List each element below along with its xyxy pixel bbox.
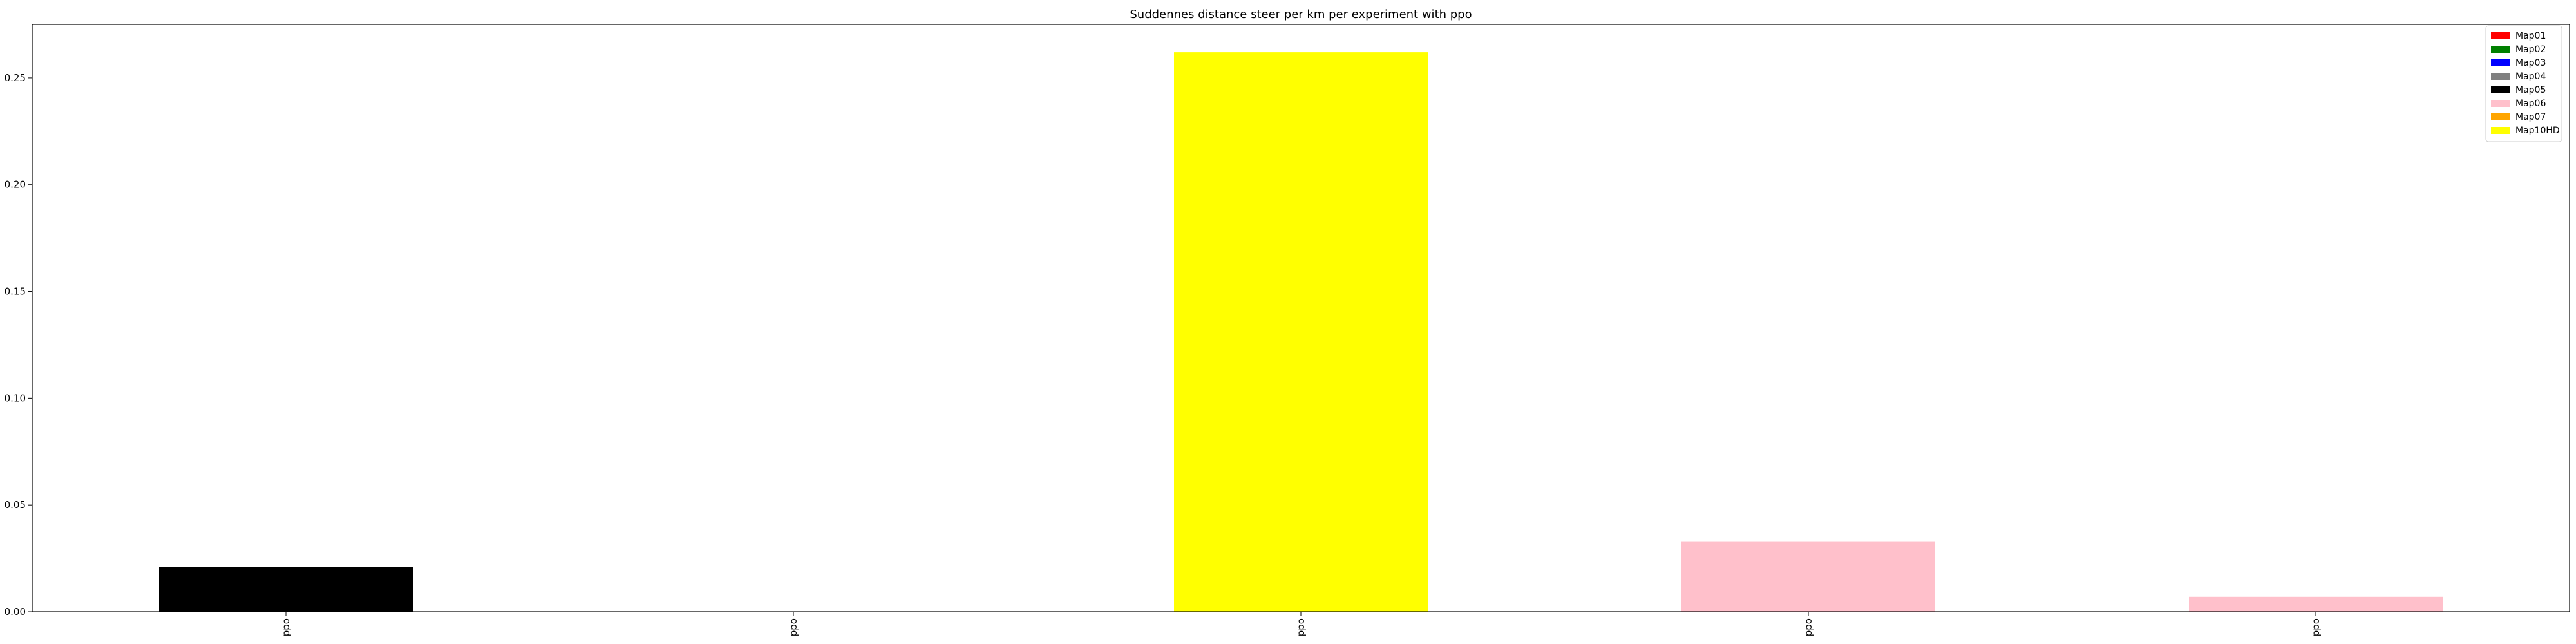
legend: Map01 Map02 Map03 Map04 Map05 Map06 Map07 Map10… — [2485, 25, 2562, 142]
legend-swatch — [2491, 100, 2510, 107]
bar — [159, 567, 413, 612]
bar — [2189, 596, 2443, 612]
legend-swatch — [2491, 73, 2510, 80]
legend-swatch — [2491, 113, 2510, 120]
legend-label: Map07 — [2515, 112, 2546, 122]
legend-swatch — [2491, 59, 2510, 66]
y-tick-label: 0.05 — [5, 499, 26, 511]
y-tick-label: 0.00 — [5, 606, 26, 618]
y-tick-label: 0.15 — [5, 286, 26, 298]
legend-label: Map01 — [2515, 31, 2546, 41]
legend-label: Map06 — [2515, 99, 2546, 109]
legend-label: Map02 — [2515, 44, 2546, 55]
legend-label: Map04 — [2515, 71, 2546, 82]
legend-swatch — [2491, 32, 2510, 39]
y-tick-label: 0.25 — [5, 72, 26, 84]
x-tick-label: ppo — [1295, 618, 1307, 636]
chart-title: Suddennes distance steer per km per expe… — [1130, 8, 1472, 21]
legend-label: Map05 — [2515, 85, 2546, 95]
legend-box — [2485, 25, 2562, 142]
bar — [1681, 541, 1935, 612]
x-tick-label: ppo — [788, 618, 799, 636]
x-tick-label: ppo — [280, 618, 292, 636]
plot-frame — [32, 24, 2570, 612]
legend-swatch — [2491, 46, 2510, 53]
legend-label: Map03 — [2515, 58, 2546, 68]
y-tick-label: 0.20 — [5, 179, 26, 191]
legend-label: Map10HD — [2515, 126, 2560, 136]
bar — [1174, 52, 1428, 612]
x-tick-label: ppo — [1803, 618, 1814, 636]
legend-swatch — [2491, 127, 2510, 134]
legend-swatch — [2491, 86, 2510, 93]
x-tick-label: ppo — [2310, 618, 2322, 636]
plot-area: 0.00 0.05 0.10 0.15 0.20 0.25 ppo ppo ppo ppo ppo — [5, 52, 2443, 636]
y-tick-label: 0.10 — [5, 392, 26, 404]
